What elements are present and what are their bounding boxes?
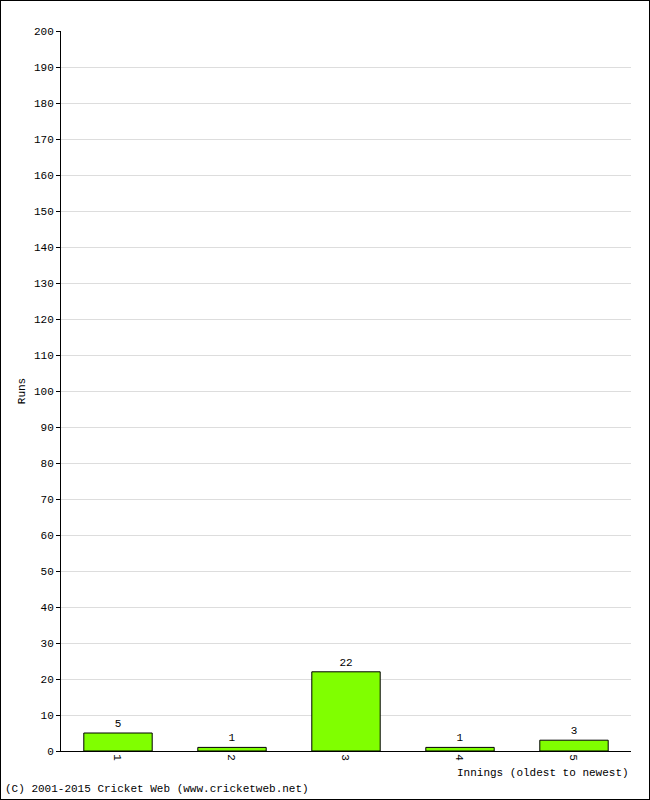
svg-text:70: 70: [41, 494, 54, 506]
svg-text:0: 0: [47, 746, 54, 758]
svg-text:3: 3: [571, 725, 578, 737]
svg-text:3: 3: [339, 754, 351, 761]
svg-text:(C) 2001-2015 Cricket Web (www: (C) 2001-2015 Cricket Web (www.cricketwe…: [5, 783, 309, 795]
svg-text:1: 1: [457, 732, 464, 744]
svg-text:50: 50: [41, 566, 54, 578]
svg-text:130: 130: [34, 278, 54, 290]
svg-text:90: 90: [41, 422, 54, 434]
svg-text:22: 22: [339, 657, 352, 669]
svg-text:200: 200: [34, 26, 54, 38]
svg-text:80: 80: [41, 458, 54, 470]
svg-text:140: 140: [34, 242, 54, 254]
svg-text:30: 30: [41, 638, 54, 650]
svg-text:40: 40: [41, 602, 54, 614]
svg-text:100: 100: [34, 386, 54, 398]
svg-text:190: 190: [34, 62, 54, 74]
svg-text:10: 10: [41, 710, 54, 722]
svg-text:160: 160: [34, 170, 54, 182]
svg-text:1: 1: [111, 754, 123, 761]
svg-text:150: 150: [34, 206, 54, 218]
svg-text:Innings (oldest to newest): Innings (oldest to newest): [457, 767, 629, 779]
svg-text:170: 170: [34, 134, 54, 146]
svg-text:5: 5: [567, 754, 579, 761]
svg-text:Runs: Runs: [16, 378, 28, 404]
svg-text:60: 60: [41, 530, 54, 542]
svg-text:1: 1: [229, 732, 236, 744]
svg-text:4: 4: [453, 754, 465, 761]
svg-text:5: 5: [115, 718, 122, 730]
svg-text:180: 180: [34, 98, 54, 110]
svg-text:20: 20: [41, 674, 54, 686]
svg-text:110: 110: [34, 350, 54, 362]
svg-text:120: 120: [34, 314, 54, 326]
svg-text:2: 2: [225, 754, 237, 761]
